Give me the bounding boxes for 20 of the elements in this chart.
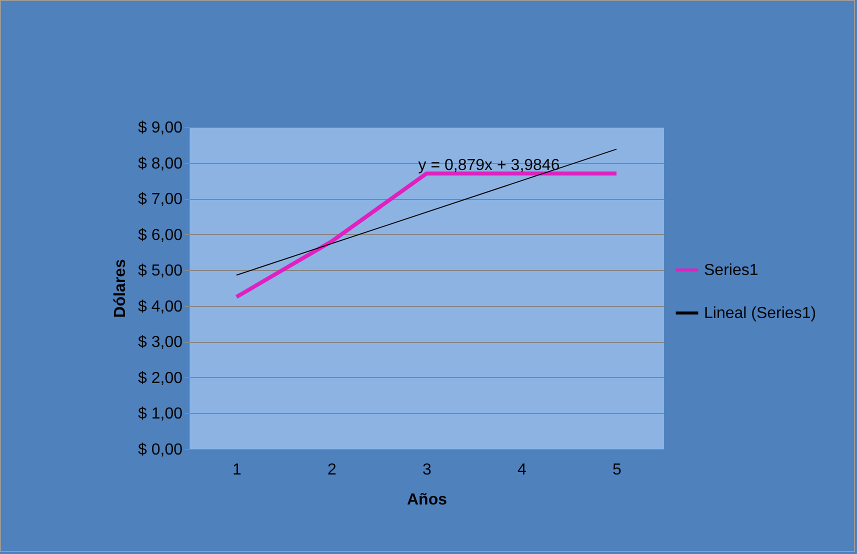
y-tick-label: $ 0,00 [138,442,183,458]
legend-label: Series1 [704,262,758,279]
y-tick-label: $ 8,00 [138,155,183,172]
y-tick-label: $ 5,00 [138,262,183,280]
y-tick-label: $ 9,00 [138,120,183,136]
x-tick-label: 5 [612,462,622,478]
annotation: y = 0,879x + 3,9846 [418,157,560,174]
y-tick-label: $ 2,00 [138,370,183,387]
y-axis-title: Dólares [112,259,130,318]
y-tick-label: $ 4,00 [138,298,183,316]
x-tick-label: 3 [422,462,432,478]
x-tick-label: 2 [328,462,337,478]
x-tick-label: 4 [518,462,527,478]
y-tick-label: $ 3,00 [138,334,183,352]
y-tick-label: $ 1,00 [138,406,183,423]
legend-label: Lineal (Series1) [704,305,816,322]
x-tick-label: 1 [232,462,242,478]
x-axis-title: Años [407,492,448,508]
y-tick-label: $ 7,00 [138,191,183,208]
y-tick-label: $ 6,00 [138,226,183,244]
